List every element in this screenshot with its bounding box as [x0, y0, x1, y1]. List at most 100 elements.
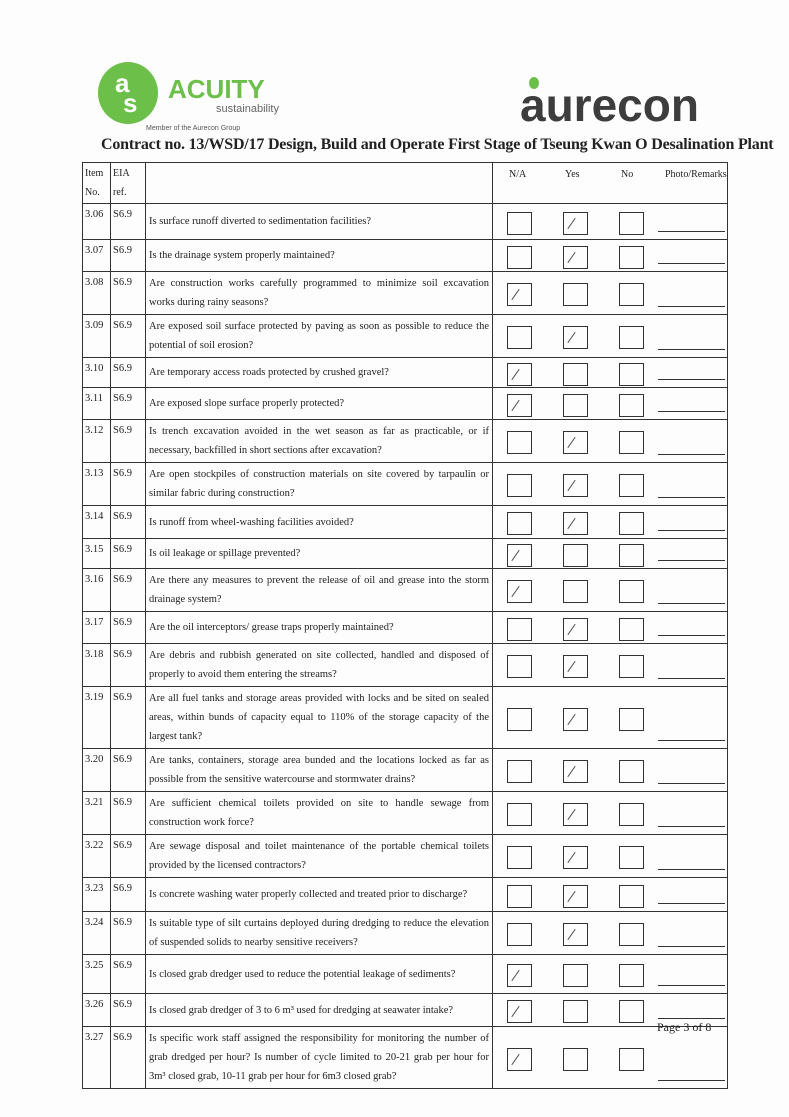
checkbox-yes[interactable] — [563, 707, 588, 731]
checkbox-na[interactable] — [507, 211, 532, 235]
item-number: 3.19 — [82, 686, 111, 749]
checkbox-na[interactable] — [507, 283, 532, 306]
checkbox-yes[interactable] — [563, 1047, 588, 1071]
eia-ref: S6.9 — [110, 314, 146, 358]
checkbox-no[interactable] — [619, 923, 644, 946]
checkbox-na[interactable] — [507, 884, 532, 908]
checkbox-no[interactable] — [619, 846, 644, 869]
checkbox-na[interactable] — [507, 326, 532, 349]
checkbox-no[interactable] — [619, 655, 644, 678]
checkbox-yes[interactable] — [563, 923, 588, 946]
remarks-line[interactable] — [658, 678, 725, 679]
checkbox-no[interactable] — [619, 512, 644, 535]
checkbox-no[interactable] — [619, 245, 644, 269]
checkbox-yes[interactable] — [563, 543, 588, 567]
checkbox-no[interactable] — [619, 543, 644, 567]
checkbox-na[interactable] — [507, 846, 532, 869]
checkbox-yes[interactable] — [563, 1000, 588, 1023]
answer-cell — [492, 239, 728, 272]
checkbox-na[interactable] — [507, 707, 532, 731]
checkbox-yes[interactable] — [563, 803, 588, 826]
remarks-line[interactable] — [658, 903, 725, 904]
remarks-line[interactable] — [658, 560, 725, 561]
remarks-line[interactable] — [658, 349, 725, 350]
checkbox-yes[interactable] — [563, 512, 588, 535]
checkbox-na[interactable] — [507, 512, 532, 535]
checkbox-no[interactable] — [619, 393, 644, 417]
remarks-line[interactable] — [658, 530, 725, 531]
checkbox-no[interactable] — [619, 580, 644, 603]
checkbox-no[interactable] — [619, 964, 644, 987]
remarks-line[interactable] — [658, 740, 725, 741]
checkbox-yes[interactable] — [563, 431, 588, 454]
checkbox-na[interactable] — [507, 964, 532, 987]
checkbox-no[interactable] — [619, 362, 644, 386]
table-row: 3.17 S6.9 Are the oil interceptors/ grea… — [82, 611, 728, 644]
checkbox-na[interactable] — [507, 1047, 532, 1071]
checkbox-yes[interactable] — [563, 846, 588, 869]
checkbox-no[interactable] — [619, 884, 644, 908]
checkbox-yes[interactable] — [563, 362, 588, 386]
remarks-line[interactable] — [658, 411, 725, 412]
checkbox-yes[interactable] — [563, 884, 588, 908]
item-number: 3.22 — [82, 834, 111, 878]
remarks-line[interactable] — [658, 869, 725, 870]
checkbox-no[interactable] — [619, 211, 644, 235]
checkbox-yes[interactable] — [563, 211, 588, 235]
remarks-line[interactable] — [658, 603, 725, 604]
checkbox-na[interactable] — [507, 431, 532, 454]
checkbox-no[interactable] — [619, 1047, 644, 1071]
table-row: 3.19 S6.9 Are all fuel tanks and storage… — [82, 686, 728, 749]
checkbox-yes[interactable] — [563, 617, 588, 641]
header-item: Item No. — [82, 162, 111, 204]
checkbox-yes[interactable] — [563, 393, 588, 417]
checkbox-na[interactable] — [507, 617, 532, 641]
checkbox-no[interactable] — [619, 803, 644, 826]
remarks-line[interactable] — [658, 454, 725, 455]
remarks-line[interactable] — [658, 231, 725, 232]
checkbox-no[interactable] — [619, 760, 644, 783]
checkbox-na[interactable] — [507, 803, 532, 826]
remarks-line[interactable] — [658, 306, 725, 307]
checkbox-no[interactable] — [619, 1000, 644, 1023]
checkbox-yes[interactable] — [563, 964, 588, 987]
remarks-line[interactable] — [658, 497, 725, 498]
checkbox-yes[interactable] — [563, 326, 588, 349]
checkbox-no[interactable] — [619, 617, 644, 641]
remarks-line[interactable] — [658, 985, 725, 986]
checkbox-na[interactable] — [507, 474, 532, 497]
checkbox-na[interactable] — [507, 923, 532, 946]
remarks-line[interactable] — [658, 1018, 725, 1019]
check-mark-icon — [511, 288, 520, 301]
checkbox-yes[interactable] — [563, 245, 588, 269]
checkbox-na[interactable] — [507, 580, 532, 603]
checkbox-yes[interactable] — [563, 283, 588, 306]
checkbox-no[interactable] — [619, 326, 644, 349]
checkbox-na[interactable] — [507, 245, 532, 269]
checkbox-yes[interactable] — [563, 580, 588, 603]
checkbox-yes[interactable] — [563, 655, 588, 678]
answer-cell — [492, 538, 728, 569]
item-number: 3.11 — [82, 387, 111, 420]
checkbox-yes[interactable] — [563, 474, 588, 497]
checkbox-no[interactable] — [619, 707, 644, 731]
checkbox-na[interactable] — [507, 362, 532, 386]
checkbox-na[interactable] — [507, 1000, 532, 1023]
remarks-line[interactable] — [658, 946, 725, 947]
checkbox-yes[interactable] — [563, 760, 588, 783]
checkbox-na[interactable] — [507, 760, 532, 783]
checkbox-na[interactable] — [507, 655, 532, 678]
remarks-line[interactable] — [658, 263, 725, 264]
checkbox-na[interactable] — [507, 543, 532, 567]
remarks-line[interactable] — [658, 379, 725, 380]
remarks-line[interactable] — [658, 783, 725, 784]
eia-ref: S6.9 — [110, 387, 146, 420]
checkbox-no[interactable] — [619, 474, 644, 497]
checkbox-no[interactable] — [619, 431, 644, 454]
remarks-line[interactable] — [658, 1080, 725, 1081]
checkbox-na[interactable] — [507, 393, 532, 417]
checkbox-no[interactable] — [619, 283, 644, 306]
remarks-line[interactable] — [658, 635, 725, 636]
header-question — [145, 162, 493, 204]
remarks-line[interactable] — [658, 826, 725, 827]
